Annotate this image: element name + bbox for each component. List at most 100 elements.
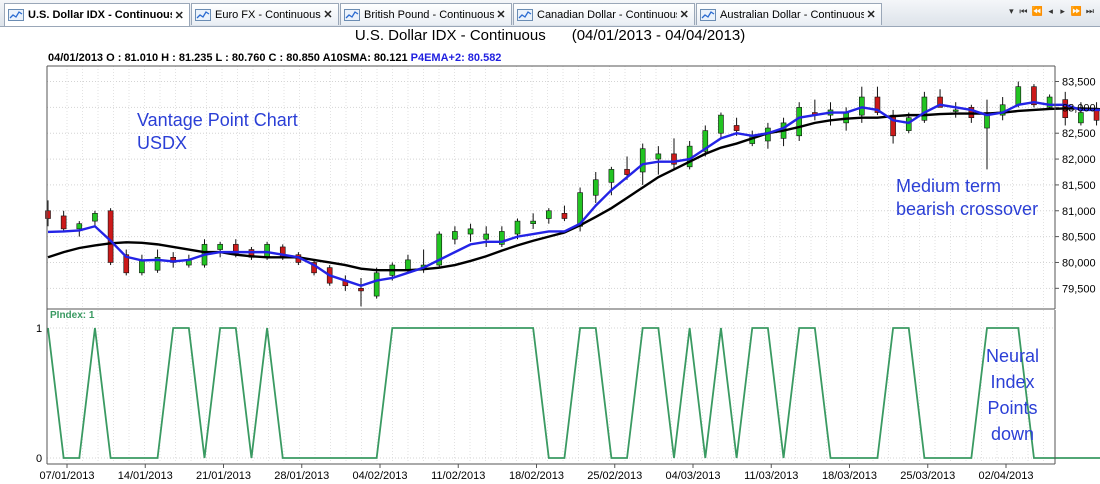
- chart-icon: [195, 8, 211, 21]
- candle-body: [905, 117, 912, 131]
- last-icon[interactable]: ⏭: [1085, 6, 1094, 16]
- y-tick-label: 82,500: [1062, 128, 1096, 140]
- candle-body: [45, 210, 51, 219]
- tab-usdx[interactable]: U.S. Dollar IDX - Continuous ✕: [4, 3, 190, 26]
- tab-label: U.S. Dollar IDX - Continuous: [28, 9, 173, 21]
- annotation-line: bearish crossover: [896, 199, 1039, 219]
- tab-british-pound[interactable]: British Pound - Continuous ✕: [340, 3, 512, 25]
- candle-body: [624, 169, 630, 175]
- x-tick-label: 14/01/2013: [118, 470, 173, 482]
- tab-label: Euro FX - Continuous: [215, 8, 321, 21]
- x-tick-label: 18/02/2013: [509, 470, 564, 482]
- annotation-line: Neural: [985, 346, 1040, 366]
- forward-icon[interactable]: ▸: [1060, 6, 1065, 16]
- first-icon[interactable]: ⏮: [1019, 6, 1028, 16]
- x-tick-label: 04/03/2013: [665, 470, 720, 482]
- candle-body: [671, 153, 677, 165]
- chart-title-instrument: U.S. Dollar IDX - Continuous: [354, 27, 546, 44]
- tab-list-dropdown-icon[interactable]: ▾: [1009, 6, 1014, 16]
- chart-title-range: (04/01/2013 - 04/04/2013): [571, 27, 746, 44]
- tab-canadian-dollar[interactable]: Canadian Dollar - Continuous ✕: [513, 3, 695, 25]
- chart-icon: [8, 9, 24, 21]
- x-tick-label: 28/01/2013: [274, 470, 329, 482]
- candle-body: [796, 107, 803, 137]
- chart-icon: [344, 8, 360, 21]
- pindex-tick-label: 1: [36, 323, 42, 335]
- chart-title: U.S. Dollar IDX - Continuous (04/01/2013 …: [0, 27, 1100, 44]
- candle-body: [92, 213, 98, 222]
- candle-body: [467, 228, 474, 235]
- candle-body: [452, 231, 458, 240]
- tab-label: British Pound - Continuous: [364, 8, 495, 21]
- close-icon[interactable]: ✕: [679, 9, 689, 21]
- tab-navigation: ▾ ⏮ ⏪ ◂ ▸ ⏩ ⏭: [1007, 6, 1094, 20]
- candle-body: [545, 210, 552, 219]
- fast-back-icon[interactable]: ⏪: [1031, 6, 1043, 16]
- candle-body: [107, 210, 114, 263]
- candle-body: [608, 169, 615, 183]
- candle-body: [921, 96, 928, 121]
- tab-euro-fx[interactable]: Euro FX - Continuous ✕: [191, 3, 339, 25]
- annotation-line: Medium term: [896, 176, 1002, 196]
- candle-body: [264, 244, 270, 258]
- close-icon[interactable]: ✕: [174, 9, 184, 22]
- y-tick-label: 83,000: [1062, 102, 1096, 114]
- ohlc-values: 04/01/2013 O : 81.010 H : 81.235 L : 80.…: [48, 52, 408, 64]
- y-tick-label: 80,000: [1062, 257, 1096, 269]
- candle-body: [1078, 112, 1084, 124]
- grid-lines: [47, 66, 1055, 462]
- annotation-line: Points: [987, 398, 1038, 418]
- candle-body: [483, 233, 490, 240]
- candle-body: [123, 254, 130, 274]
- candle-body: [655, 153, 662, 160]
- fast-forward-icon[interactable]: ⏩: [1070, 6, 1082, 16]
- pindex-line: [47, 327, 1100, 459]
- indicator-lines: [47, 100, 1100, 287]
- tab-bar: U.S. Dollar IDX - Continuous ✕ Euro FX -…: [0, 0, 1100, 27]
- axes: 83,500 83,000 82,500 82,000 81,500 81,000 80,5…: [36, 65, 1096, 482]
- candle-body: [952, 109, 959, 112]
- back-icon[interactable]: ◂: [1048, 6, 1053, 16]
- pindex-series-line: [47, 327, 1100, 459]
- candle-body: [436, 233, 443, 266]
- x-tick-label: 25/02/2013: [587, 470, 642, 482]
- candle-body: [999, 104, 1006, 116]
- annotation-neural-index: Neural Index Points down: [965, 343, 1060, 447]
- y-tick-label: 80,500: [1062, 232, 1096, 244]
- price-panel-background: [47, 66, 1055, 309]
- candle-body: [639, 148, 646, 173]
- close-icon[interactable]: ✕: [323, 9, 333, 21]
- ohlc-readout: 04/01/2013 O : 81.010 H : 81.235 L : 80.…: [48, 52, 501, 65]
- x-tick-label: 11/02/2013: [431, 470, 485, 482]
- candle-body: [530, 220, 536, 224]
- annotation-vantage-point: Vantage Point Chart USDX: [137, 109, 298, 155]
- pindex-label: PIndex: 1: [50, 310, 95, 321]
- candle-body: [139, 259, 145, 274]
- x-tick-label: 02/04/2013: [978, 470, 1033, 482]
- candle-body: [937, 96, 943, 108]
- candle-body: [702, 130, 709, 152]
- x-tick-label: 21/01/2013: [196, 470, 251, 482]
- x-tick-label: 11/03/2013: [744, 470, 798, 482]
- candle-body: [358, 288, 364, 292]
- close-icon[interactable]: ✕: [496, 9, 506, 21]
- y-tick-label: 82,000: [1062, 154, 1096, 166]
- annotation-line: down: [990, 424, 1035, 444]
- candle-body: [592, 179, 599, 196]
- annotation-line: Vantage Point Chart: [137, 110, 298, 130]
- annotation-line: Index: [990, 372, 1035, 392]
- candle-body: [718, 114, 724, 134]
- candle-body: [514, 220, 521, 235]
- x-tick-label: 04/02/2013: [352, 470, 407, 482]
- annotation-medium-term: Medium term bearish crossover: [896, 175, 1038, 221]
- tab-label: Australian Dollar - Continuous: [720, 8, 865, 21]
- y-tick-label: 83,500: [1062, 77, 1096, 89]
- candle-body: [1015, 86, 1022, 106]
- chart-icon: [700, 8, 716, 21]
- candle-body: [858, 96, 865, 116]
- close-icon[interactable]: ✕: [866, 9, 876, 21]
- tab-label: Canadian Dollar - Continuous: [537, 8, 678, 21]
- candle-body: [373, 272, 380, 297]
- tab-australian-dollar[interactable]: Australian Dollar - Continuous ✕: [696, 3, 882, 25]
